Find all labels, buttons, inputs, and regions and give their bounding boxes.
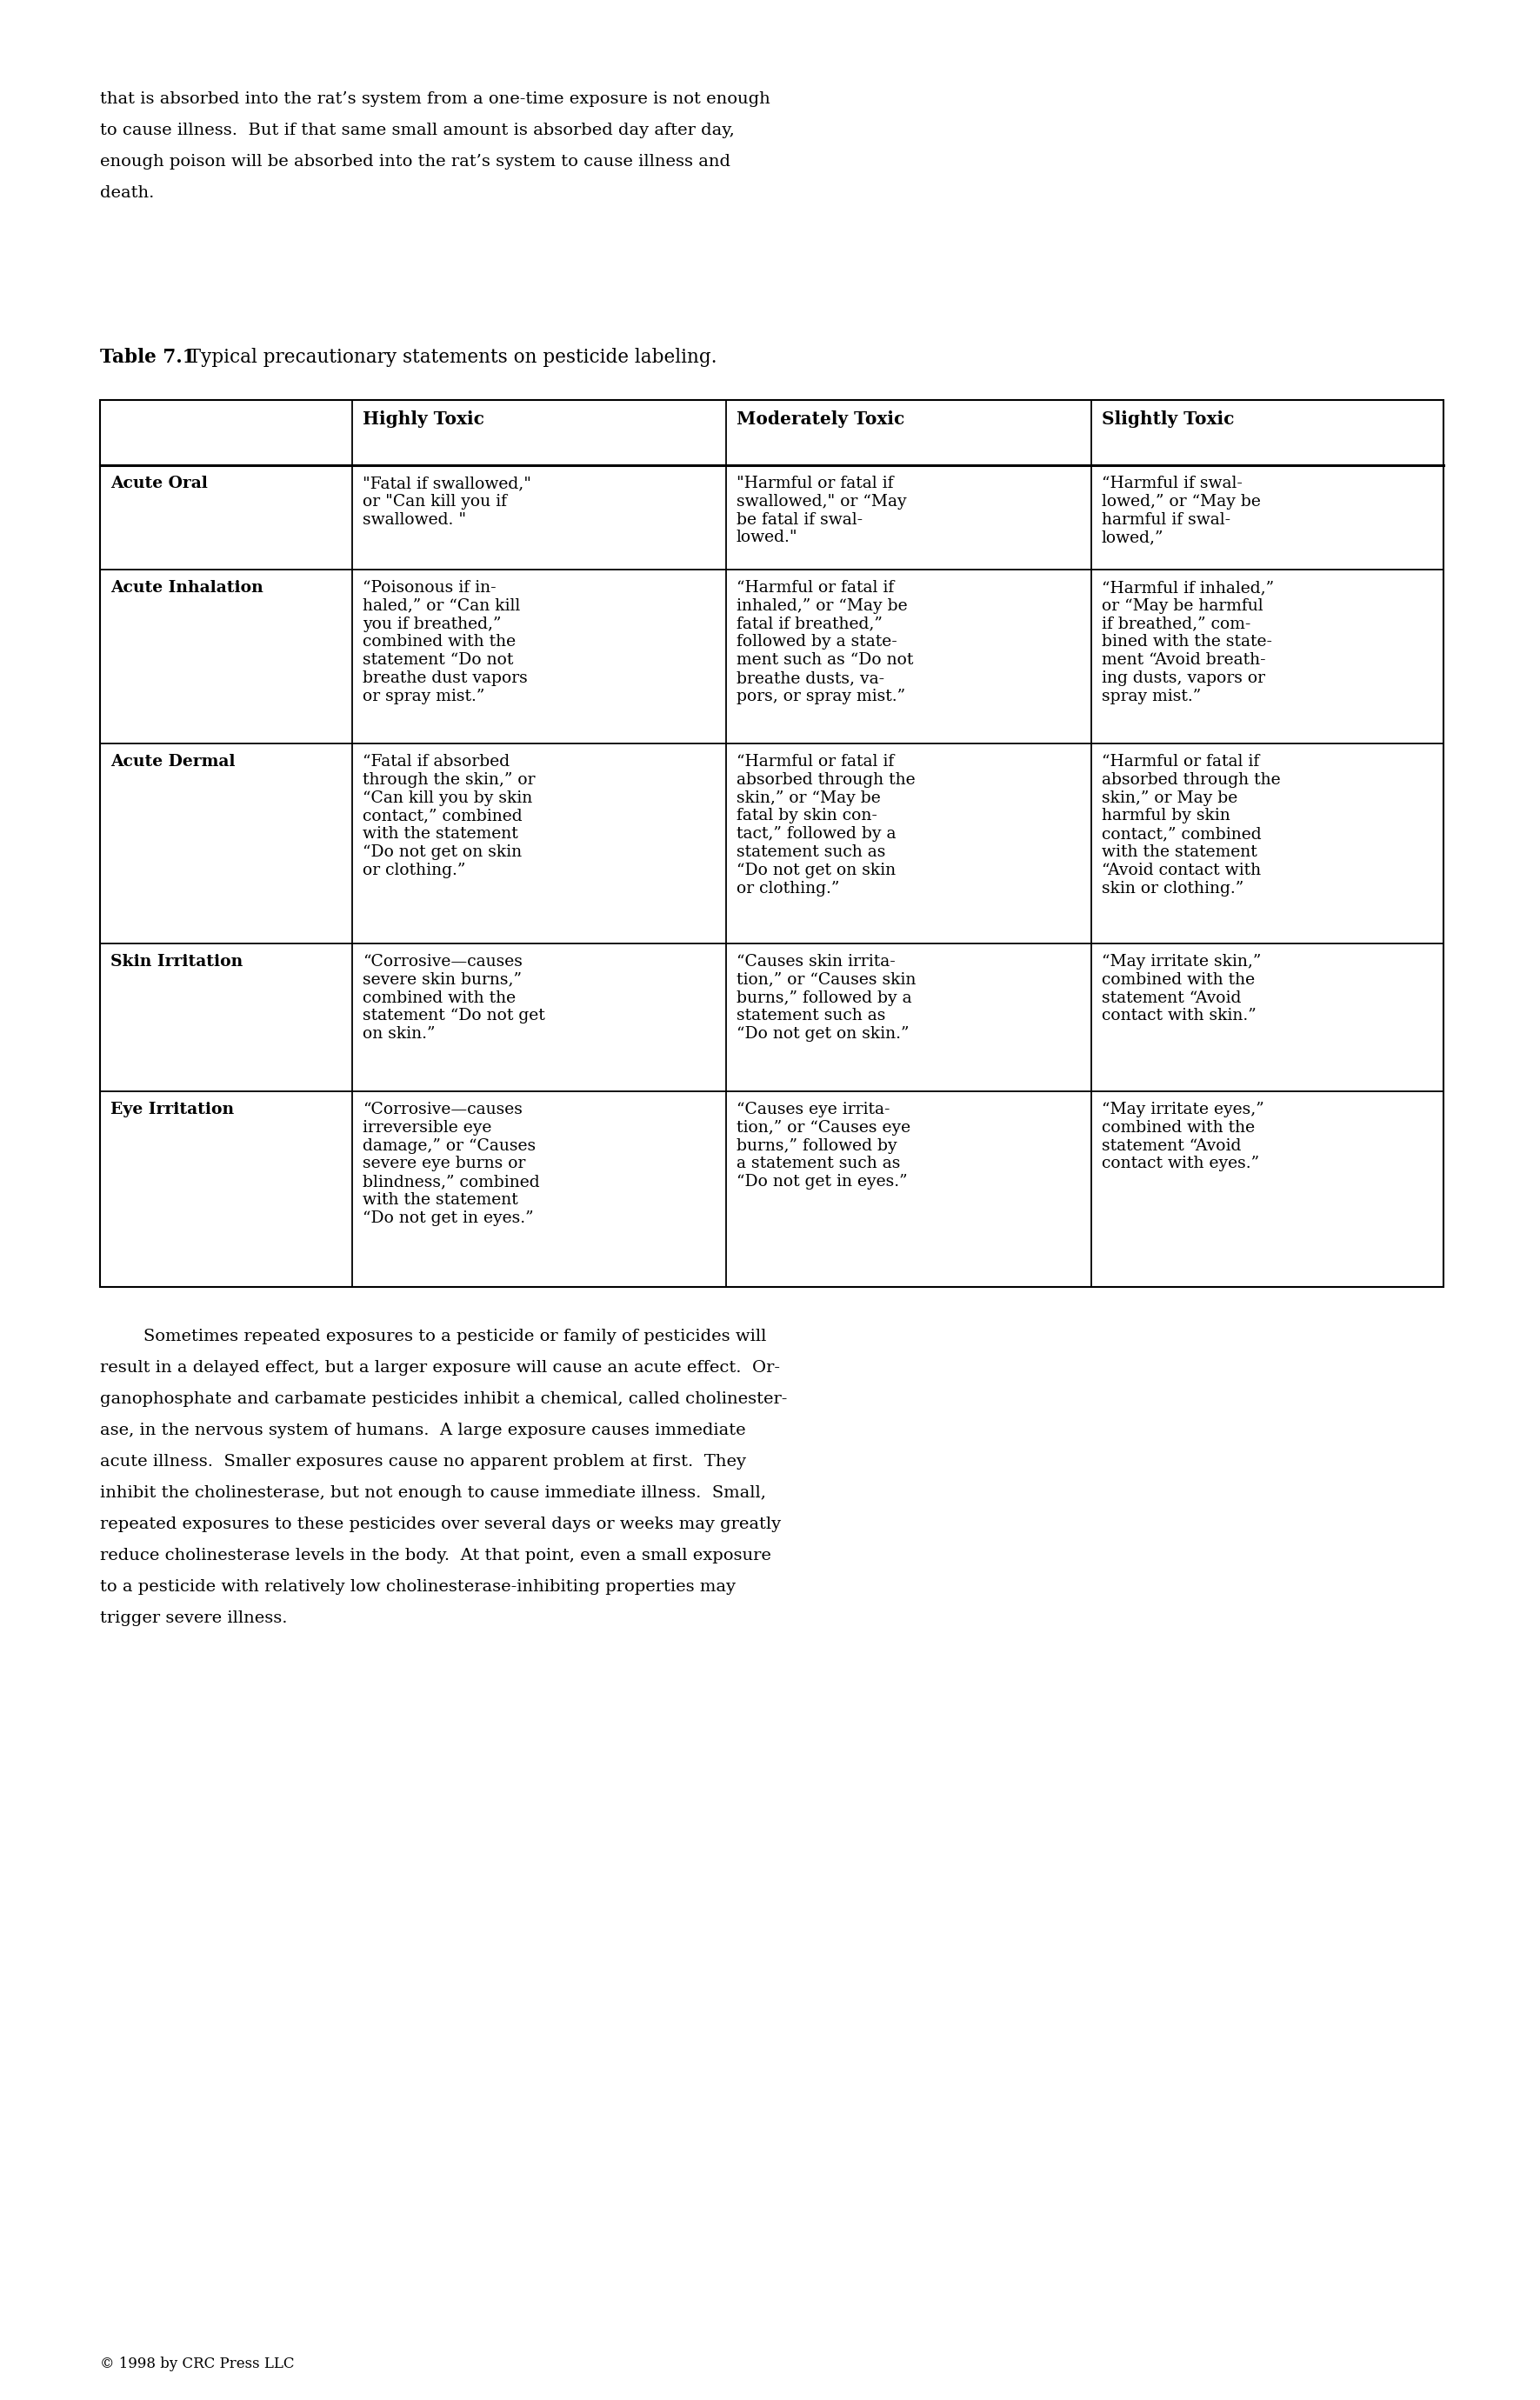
- Text: Moderately Toxic: Moderately Toxic: [736, 410, 904, 427]
- Text: Acute Inhalation: Acute Inhalation: [111, 581, 263, 595]
- Text: ganophosphate and carbamate pesticides inhibit a chemical, called cholinester-: ganophosphate and carbamate pesticides i…: [100, 1392, 787, 1406]
- Text: ase, in the nervous system of humans.  A large exposure causes immediate: ase, in the nervous system of humans. A …: [100, 1423, 745, 1438]
- Text: “Harmful or fatal if
absorbed through the
skin,” or May be
harmful by skin
conta: “Harmful or fatal if absorbed through th…: [1101, 754, 1281, 895]
- Text: © 1998 by CRC Press LLC: © 1998 by CRC Press LLC: [100, 2357, 294, 2371]
- Text: “Corrosive—causes
irreversible eye
damage,” or “Causes
severe eye burns or
blind: “Corrosive—causes irreversible eye damag…: [362, 1102, 539, 1226]
- Text: Typical precautionary statements on pesticide labeling.: Typical precautionary statements on pest…: [177, 348, 718, 367]
- Text: Acute Oral: Acute Oral: [111, 475, 208, 492]
- Text: trigger severe illness.: trigger severe illness.: [100, 1610, 288, 1627]
- Text: “Causes eye irrita-
tion,” or “Causes eye
burns,” followed by
a statement such a: “Causes eye irrita- tion,” or “Causes ey…: [736, 1102, 910, 1190]
- Text: “Harmful or fatal if
absorbed through the
skin,” or “May be
fatal by skin con-
t: “Harmful or fatal if absorbed through th…: [736, 754, 915, 895]
- Text: “Fatal if absorbed
through the skin,” or
“Can kill you by skin
contact,” combine: “Fatal if absorbed through the skin,” or…: [362, 754, 536, 878]
- Text: that is absorbed into the rat’s system from a one-time exposure is not enough: that is absorbed into the rat’s system f…: [100, 91, 770, 108]
- Text: Slightly Toxic: Slightly Toxic: [1101, 410, 1234, 427]
- Text: “Harmful or fatal if
inhaled,” or “May be
fatal if breathed,”
followed by a stat: “Harmful or fatal if inhaled,” or “May b…: [736, 581, 913, 703]
- Text: inhibit the cholinesterase, but not enough to cause immediate illness.  Small,: inhibit the cholinesterase, but not enou…: [100, 1486, 765, 1500]
- Text: result in a delayed effect, but a larger exposure will cause an acute effect.  O: result in a delayed effect, but a larger…: [100, 1361, 779, 1375]
- Text: death.: death.: [100, 185, 154, 202]
- Text: “Causes skin irrita-
tion,” or “Causes skin
burns,” followed by a
statement such: “Causes skin irrita- tion,” or “Causes s…: [736, 953, 916, 1042]
- Bar: [100, 401, 1443, 1286]
- Text: “Poisonous if in-
haled,” or “Can kill
you if breathed,”
combined with the
state: “Poisonous if in- haled,” or “Can kill y…: [362, 581, 528, 703]
- Text: reduce cholinesterase levels in the body.  At that point, even a small exposure: reduce cholinesterase levels in the body…: [100, 1548, 772, 1562]
- Text: "Harmful or fatal if
swallowed," or “May
be fatal if swal-
lowed.": "Harmful or fatal if swallowed," or “May…: [736, 475, 907, 545]
- Text: “May irritate skin,”
combined with the
statement “Avoid
contact with skin.”: “May irritate skin,” combined with the s…: [1101, 953, 1261, 1025]
- Text: “Harmful if swal-
lowed,” or “May be
harmful if swal-
lowed,”: “Harmful if swal- lowed,” or “May be har…: [1101, 475, 1261, 545]
- Text: repeated exposures to these pesticides over several days or weeks may greatly: repeated exposures to these pesticides o…: [100, 1517, 781, 1531]
- Text: Table 7.1: Table 7.1: [100, 348, 196, 367]
- Text: Acute Dermal: Acute Dermal: [111, 754, 236, 770]
- Text: "Fatal if swallowed,"
or "Can kill you if
swallowed. ": "Fatal if swallowed," or "Can kill you i…: [362, 475, 531, 528]
- Text: Eye Irritation: Eye Irritation: [111, 1102, 234, 1118]
- Text: “Harmful if inhaled,”
or “May be harmful
if breathed,” com-
bined with the state: “Harmful if inhaled,” or “May be harmful…: [1101, 581, 1274, 703]
- Text: “Corrosive—causes
severe skin burns,”
combined with the
statement “Do not get
on: “Corrosive—causes severe skin burns,” co…: [362, 953, 545, 1042]
- Text: to cause illness.  But if that same small amount is absorbed day after day,: to cause illness. But if that same small…: [100, 122, 735, 139]
- Text: to a pesticide with relatively low cholinesterase-inhibiting properties may: to a pesticide with relatively low choli…: [100, 1579, 736, 1594]
- Text: Highly Toxic: Highly Toxic: [362, 410, 484, 427]
- Text: Sometimes repeated exposures to a pesticide or family of pesticides will: Sometimes repeated exposures to a pestic…: [100, 1330, 767, 1344]
- Text: acute illness.  Smaller exposures cause no apparent problem at first.  They: acute illness. Smaller exposures cause n…: [100, 1454, 745, 1469]
- Text: Skin Irritation: Skin Irritation: [111, 953, 243, 970]
- Text: enough poison will be absorbed into the rat’s system to cause illness and: enough poison will be absorbed into the …: [100, 154, 730, 170]
- Text: “May irritate eyes,”
combined with the
statement “Avoid
contact with eyes.”: “May irritate eyes,” combined with the s…: [1101, 1102, 1264, 1171]
